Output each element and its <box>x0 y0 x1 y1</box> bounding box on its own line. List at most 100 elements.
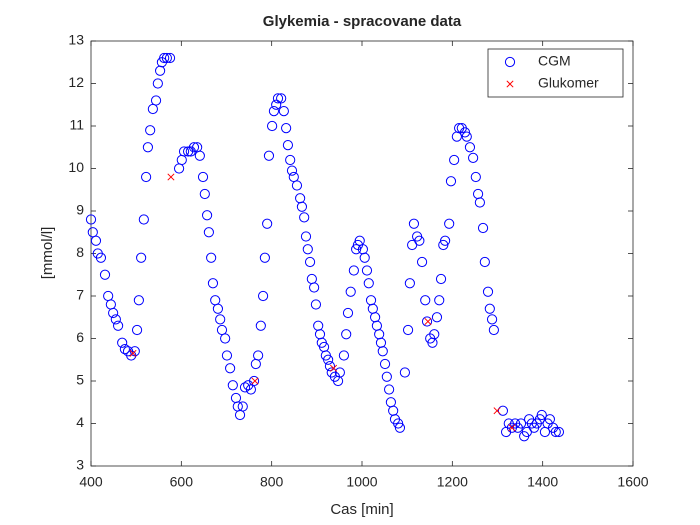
data-point <box>497 405 509 416</box>
y-tick-label: 9 <box>76 202 84 218</box>
data-point <box>251 377 259 385</box>
data-point <box>129 349 137 357</box>
data-point <box>113 320 124 331</box>
data-point <box>95 252 107 263</box>
data-point <box>197 171 209 183</box>
data-point <box>479 256 490 268</box>
data-point <box>486 314 498 325</box>
data-point <box>296 201 308 212</box>
data-point <box>381 371 392 382</box>
data-point <box>424 317 432 326</box>
x-axis-label: Cas [min] <box>330 501 393 518</box>
data-point <box>421 316 433 327</box>
data-point <box>150 95 162 106</box>
data-point <box>227 380 238 391</box>
x-tick-label: 800 <box>260 474 284 490</box>
data-point <box>152 78 163 89</box>
data-point <box>310 299 322 310</box>
data-point <box>309 282 320 293</box>
data-point <box>90 235 102 246</box>
data-point <box>342 307 354 319</box>
data-point <box>268 106 280 117</box>
data-point <box>271 99 282 110</box>
y-tick-label: 8 <box>76 244 84 260</box>
data-point <box>334 367 345 378</box>
data-point <box>435 273 447 285</box>
legend-label: Glukomer <box>538 75 599 91</box>
data-point <box>278 106 289 117</box>
data-point <box>394 422 406 433</box>
y-tick-label: 7 <box>76 287 84 303</box>
data-point <box>248 375 260 387</box>
data-point <box>341 329 352 340</box>
data-point <box>221 350 233 361</box>
data-point <box>255 320 266 331</box>
y-tick-label: 3 <box>76 457 84 473</box>
data-point <box>508 424 516 432</box>
data-point <box>377 346 388 357</box>
x-tick-label: 600 <box>170 474 194 490</box>
data-point <box>237 401 248 412</box>
data-point <box>431 312 443 323</box>
data-point <box>159 52 170 64</box>
data-point <box>361 265 373 276</box>
data-point <box>136 252 147 263</box>
legend-label: CGM <box>538 53 571 69</box>
data-point <box>253 350 264 361</box>
legend-marker <box>506 80 514 88</box>
data-point <box>493 407 501 415</box>
data-point <box>108 307 119 319</box>
data-point <box>142 142 154 153</box>
data-point <box>239 382 251 393</box>
legend-marker <box>504 56 516 68</box>
x-tick-label: 1200 <box>437 474 468 490</box>
data-point <box>404 278 415 289</box>
data-point <box>131 324 143 336</box>
y-tick-label: 11 <box>69 117 84 133</box>
data-point <box>194 150 205 161</box>
y-axis-label: [mmol/l] <box>39 227 56 280</box>
data-point <box>444 218 455 229</box>
data-point <box>474 197 485 208</box>
data-point <box>282 140 294 151</box>
data-point <box>402 324 414 336</box>
data-point <box>145 125 156 136</box>
data-point <box>359 252 370 263</box>
x-tick-label: 1400 <box>527 474 558 490</box>
data-point <box>276 93 287 104</box>
data-point <box>348 265 359 276</box>
data-point <box>550 426 561 438</box>
data-point <box>445 176 457 187</box>
data-point <box>429 329 440 340</box>
data-point <box>302 244 313 255</box>
data-point <box>286 165 298 176</box>
data-point <box>329 364 338 372</box>
data-point <box>133 295 144 306</box>
data-point <box>414 235 425 246</box>
data-point <box>323 354 334 365</box>
data-point <box>470 171 481 183</box>
data-point <box>482 286 494 297</box>
data-point <box>408 218 420 229</box>
data-point <box>262 218 273 229</box>
data-point <box>363 278 374 289</box>
data-point <box>434 295 445 306</box>
data-point <box>263 150 275 161</box>
data-point <box>178 146 190 157</box>
data-point <box>464 142 476 153</box>
data-point <box>285 154 296 166</box>
y-tick-label: 5 <box>76 372 84 388</box>
data-point <box>379 358 391 370</box>
data-point <box>468 152 479 163</box>
y-tick-label: 10 <box>68 159 84 175</box>
data-point <box>225 363 236 374</box>
y-tick-label: 13 <box>68 32 84 48</box>
data-point <box>281 123 292 134</box>
data-point <box>117 337 128 348</box>
data-point <box>85 214 97 225</box>
y-tick-label: 6 <box>76 329 84 345</box>
data-point <box>488 324 499 336</box>
y-tick-label: 4 <box>76 414 84 430</box>
data-point <box>188 142 200 153</box>
